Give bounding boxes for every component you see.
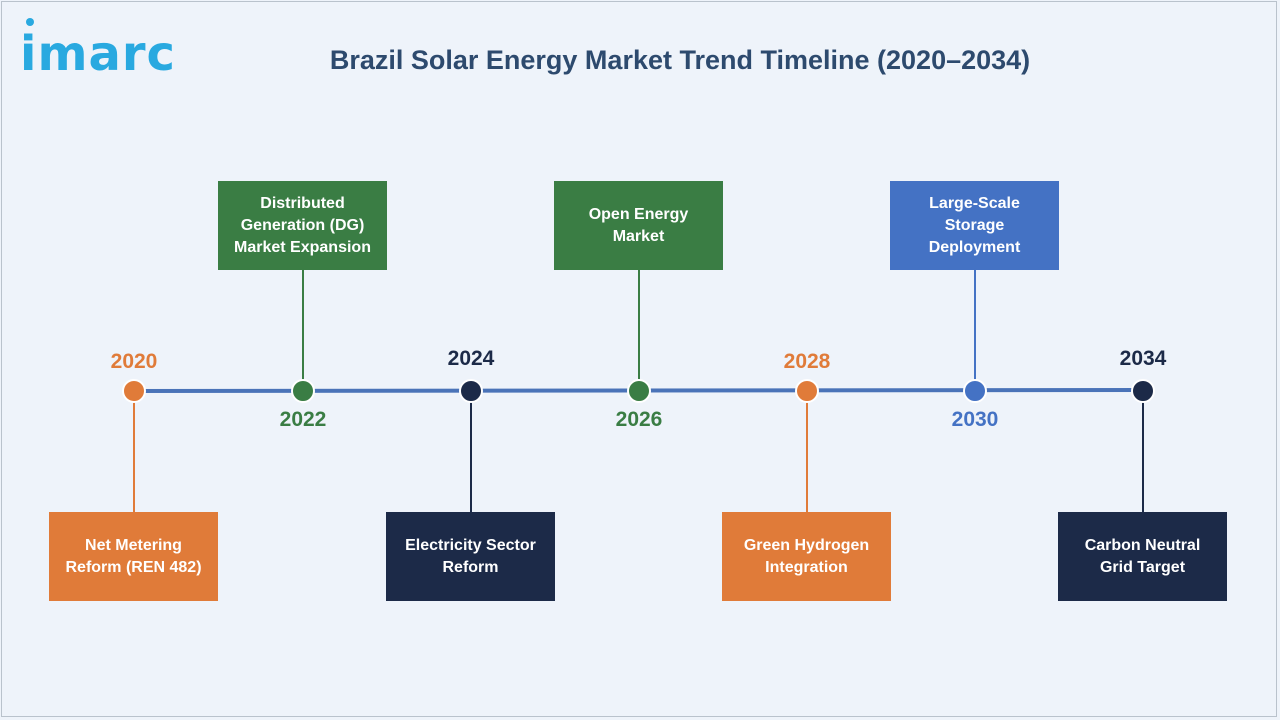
- year-label-2034: 2034: [1119, 347, 1167, 370]
- milestone-box-2020: Net Metering Reform (REN 482): [49, 512, 218, 601]
- node-2034: [1131, 379, 1155, 403]
- year-label-2022: 2022: [279, 408, 327, 431]
- node-2022: [291, 379, 315, 403]
- node-2020: [122, 379, 146, 403]
- milestone-box-2034: Carbon Neutral Grid Target: [1058, 512, 1227, 601]
- milestone-label: Carbon Neutral Grid Target: [1084, 536, 1201, 576]
- milestone-label: Open Energy Market: [588, 205, 689, 245]
- imarc-logo: imarc: [20, 14, 210, 84]
- year-label-2030: 2030: [951, 408, 999, 431]
- milestone-box-2022: Distributed Generation (DG) Market Expan…: [218, 181, 387, 270]
- year-label-2024: 2024: [447, 347, 495, 370]
- milestone-label: Net Metering Reform (REN 482): [65, 536, 202, 576]
- milestone-label: Distributed Generation (DG) Market Expan…: [234, 194, 371, 256]
- node-2030: [963, 379, 987, 403]
- year-label-2020: 2020: [110, 350, 158, 373]
- milestone-label: Green Hydrogen Integration: [743, 536, 870, 576]
- year-label-2026: 2026: [615, 408, 663, 431]
- milestone-label: Electricity Sector Reform: [405, 536, 536, 576]
- milestone-box-2030: Large-Scale Storage Deployment: [890, 181, 1059, 270]
- milestone-box-2026: Open Energy Market: [554, 181, 723, 270]
- logo-arc-icon: [26, 18, 34, 26]
- milestone-box-2028: Green Hydrogen Integration: [722, 512, 891, 601]
- milestone-box-2024: Electricity Sector Reform: [386, 512, 555, 601]
- milestone-label: Large-Scale Storage Deployment: [928, 194, 1021, 256]
- logo-text: imarc: [20, 26, 176, 82]
- node-2028: [795, 379, 819, 403]
- page-title: Brazil Solar Energy Market Trend Timelin…: [329, 45, 1031, 75]
- year-label-2028: 2028: [783, 350, 831, 373]
- node-2026: [627, 379, 651, 403]
- node-2024: [459, 379, 483, 403]
